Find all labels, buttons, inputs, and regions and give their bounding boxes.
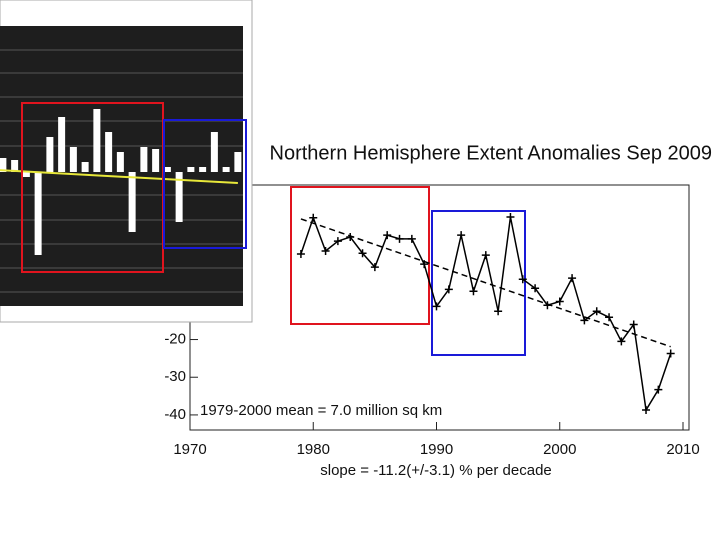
- data-point: [617, 337, 626, 346]
- data-point: [629, 320, 638, 329]
- data-point: [420, 260, 429, 269]
- bar: [152, 149, 160, 172]
- data-point: [666, 349, 675, 358]
- data-point: [605, 313, 614, 322]
- data-point: [395, 234, 404, 243]
- x-tick-label: 1980: [297, 441, 330, 458]
- data-point: [309, 213, 318, 222]
- data-point: [407, 234, 416, 243]
- data-point: [654, 385, 663, 394]
- bar: [175, 172, 183, 222]
- x-axis-label: slope = -11.2(+/-3.1) % per decade: [320, 462, 552, 479]
- bar: [234, 152, 242, 172]
- data-point: [555, 297, 564, 306]
- highlight-box: [290, 186, 430, 325]
- bar: [187, 167, 195, 172]
- data-point: [321, 246, 330, 255]
- bar: [140, 147, 148, 172]
- data-point: [531, 284, 540, 293]
- chart-title: Northern Hemisphere Extent Anomalies Sep…: [270, 142, 712, 164]
- data-point: [568, 274, 577, 283]
- x-tick-label: 1970: [173, 441, 206, 458]
- data-point: [481, 251, 490, 260]
- bar: [105, 132, 113, 172]
- data-point: [494, 307, 503, 316]
- bar: [93, 109, 101, 172]
- highlight-box: [163, 119, 247, 249]
- data-point: [346, 233, 355, 242]
- bar: [199, 167, 207, 172]
- bar: [46, 137, 54, 172]
- bar: [34, 172, 42, 255]
- data-point: [592, 307, 601, 316]
- bar: [116, 152, 124, 172]
- x-tick-label: 2000: [543, 441, 576, 458]
- data-point: [543, 301, 552, 310]
- data-point: [432, 302, 441, 311]
- data-point: [383, 231, 392, 240]
- bar: [0, 158, 7, 172]
- data-point: [358, 249, 367, 258]
- inset-chart: [0, 0, 253, 323]
- data-point: [296, 249, 305, 258]
- bar: [22, 172, 30, 177]
- data-point: [370, 263, 379, 272]
- data-point: [506, 213, 515, 222]
- bar: [128, 172, 136, 232]
- data-point: [518, 275, 527, 284]
- bar: [163, 167, 171, 172]
- trend-line: [300, 218, 671, 348]
- bar: [58, 117, 66, 172]
- data-point: [457, 231, 466, 240]
- y-tick-label: -30: [164, 368, 186, 385]
- y-tick-label: -20: [164, 331, 186, 348]
- x-tick-label: 1990: [420, 441, 453, 458]
- bar: [210, 132, 218, 172]
- y-tick-label: -40: [164, 406, 186, 423]
- bar: [69, 147, 77, 172]
- data-point: [642, 406, 651, 415]
- highlight-box: [431, 210, 526, 356]
- annotation: 1979-2000 mean = 7.0 million sq km: [200, 402, 442, 419]
- trend-line: [0, 169, 238, 184]
- data-point: [580, 316, 589, 325]
- data-point: [444, 285, 453, 294]
- data-point: [469, 287, 478, 296]
- bar: [222, 167, 230, 172]
- data-point: [333, 237, 342, 246]
- bar: [81, 162, 89, 172]
- bar: [11, 160, 19, 172]
- x-tick-label: 2010: [666, 441, 699, 458]
